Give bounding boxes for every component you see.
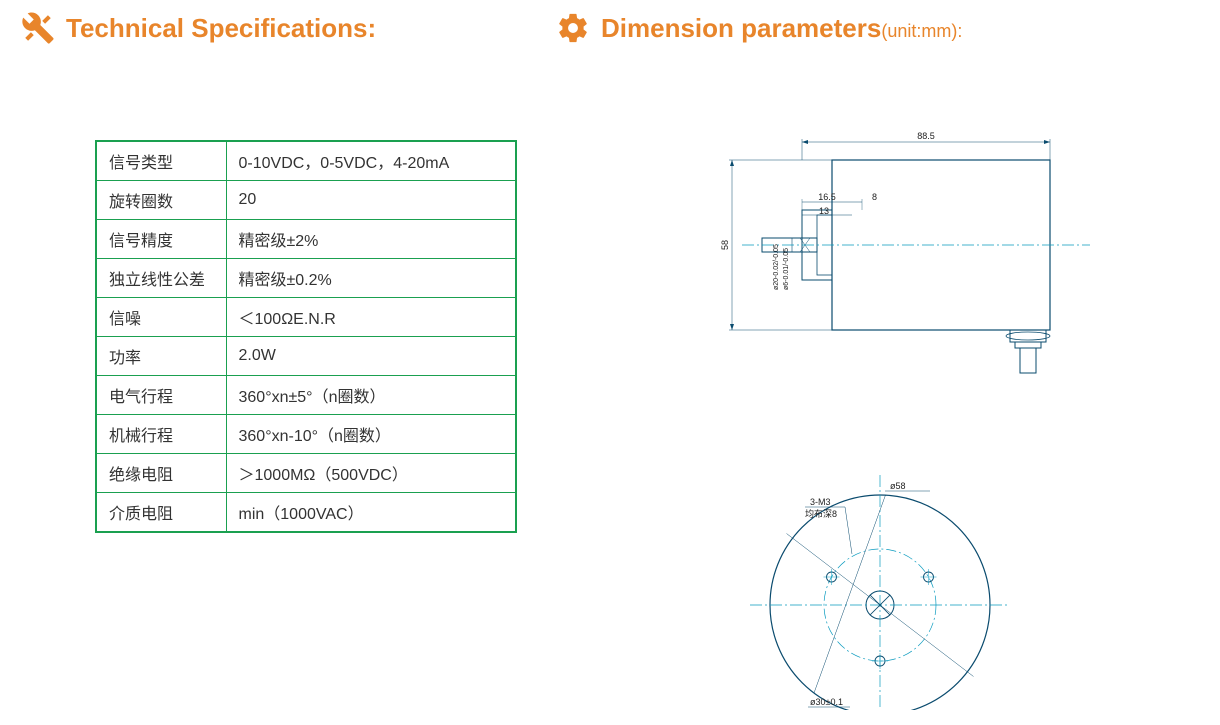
table-row: 绝缘电阻＞1000MΩ（500VDC） xyxy=(96,454,516,493)
tech-spec-header: Technical Specifications: xyxy=(20,10,520,46)
svg-text:16.5: 16.5 xyxy=(818,192,836,202)
spec-label: 旋转圈数 xyxy=(96,181,226,220)
spec-value: 20 xyxy=(226,181,516,220)
spec-value: 精密级±2% xyxy=(226,220,516,259)
spec-label: 信噪 xyxy=(96,298,226,337)
svg-text:ø58: ø58 xyxy=(890,481,906,491)
table-row: 信号类型0-10VDC，0-5VDC，4-20mA xyxy=(96,141,516,181)
table-row: 独立线性公差精密级±0.2% xyxy=(96,259,516,298)
svg-text:均布深8: 均布深8 xyxy=(805,508,837,519)
gear-icon xyxy=(555,10,591,46)
svg-text:58: 58 xyxy=(720,240,730,250)
spec-value: ＞1000MΩ（500VDC） xyxy=(226,454,516,493)
spec-label: 电气行程 xyxy=(96,376,226,415)
spec-label: 信号类型 xyxy=(96,141,226,181)
dimension-header: Dimension parameters(unit:mm): xyxy=(555,10,962,46)
table-row: 功率2.0W xyxy=(96,337,516,376)
tools-icon xyxy=(20,10,56,46)
spec-label: 机械行程 xyxy=(96,415,226,454)
spec-label: 独立线性公差 xyxy=(96,259,226,298)
spec-value: 精密级±0.2% xyxy=(226,259,516,298)
table-row: 电气行程360°xn±5°（n圈数） xyxy=(96,376,516,415)
table-row: 旋转圈数20 xyxy=(96,181,516,220)
spec-label: 介质电阻 xyxy=(96,493,226,533)
dimension-title: Dimension parameters(unit:mm): xyxy=(601,13,962,44)
spec-value: 2.0W xyxy=(226,337,516,376)
svg-text:88.5: 88.5 xyxy=(917,131,935,141)
spec-label: 绝缘电阻 xyxy=(96,454,226,493)
svg-text:13: 13 xyxy=(819,206,829,216)
svg-text:8: 8 xyxy=(872,192,877,202)
table-row: 介质电阻min（1000VAC） xyxy=(96,493,516,533)
svg-text:ø20-0.02/-0.05: ø20-0.02/-0.05 xyxy=(773,244,780,290)
table-row: 机械行程360°xn-10°（n圈数） xyxy=(96,415,516,454)
spec-value: 360°xn-10°（n圈数） xyxy=(226,415,516,454)
spec-label: 功率 xyxy=(96,337,226,376)
tech-spec-title: Technical Specifications: xyxy=(66,13,376,44)
spec-value: 360°xn±5°（n圈数） xyxy=(226,376,516,415)
svg-text:ø6-0.01/-0.05: ø6-0.01/-0.05 xyxy=(783,248,790,290)
spec-table: 信号类型0-10VDC，0-5VDC，4-20mA旋转圈数20信号精度精密级±2… xyxy=(95,140,517,533)
dimension-diagram: 88.5 58 16.5 8 13 ø20-0.02/-0.05ø6-0.01/-0.05… xyxy=(700,130,1180,710)
spec-value: 0-10VDC，0-5VDC，4-20mA xyxy=(226,141,516,181)
svg-text:3-M3: 3-M3 xyxy=(810,497,831,507)
table-row: 信号精度精密级±2% xyxy=(96,220,516,259)
spec-value: min（1000VAC） xyxy=(226,493,516,533)
table-row: 信噪＜100ΩE.N.R xyxy=(96,298,516,337)
spec-label: 信号精度 xyxy=(96,220,226,259)
spec-value: ＜100ΩE.N.R xyxy=(226,298,516,337)
svg-text:ø30±0.1: ø30±0.1 xyxy=(810,697,843,707)
